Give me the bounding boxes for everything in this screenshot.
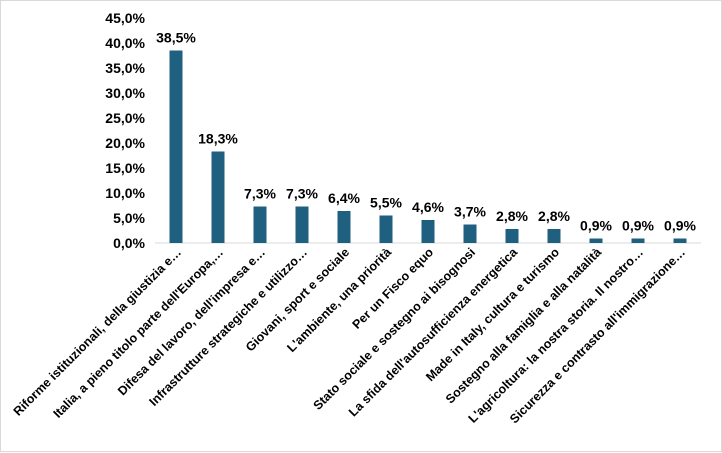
- y-tick-label: 20,0%: [105, 135, 145, 151]
- bar: [673, 238, 687, 243]
- bar: [463, 224, 477, 243]
- data-label: 2,8%: [496, 208, 528, 224]
- data-labels: 38,5% 18,3% 7,3% 7,3% 6,4% 5,5% 4,6% 3,7% 2,8% 2,…: [156, 30, 696, 234]
- bars: [169, 50, 687, 243]
- y-tick-label: 35,0%: [105, 60, 145, 76]
- data-label: 0,9%: [580, 218, 612, 234]
- data-label: 6,4%: [328, 190, 360, 206]
- bar: [169, 50, 183, 243]
- category-label: Infrastrutture strategiche e utilizzo…: [146, 245, 310, 409]
- data-label: 7,3%: [244, 186, 276, 202]
- y-tick-label: 45,0%: [105, 10, 145, 26]
- data-label: 38,5%: [156, 30, 196, 46]
- y-tick-label: 0,0%: [113, 235, 145, 251]
- bar: [211, 151, 225, 243]
- bar: [547, 229, 561, 243]
- data-label: 0,9%: [622, 218, 654, 234]
- bar: [379, 215, 393, 243]
- y-tick-label: 40,0%: [105, 35, 145, 51]
- category-label: Per un Fisco equo: [350, 245, 437, 332]
- data-label: 3,7%: [454, 204, 486, 220]
- bar: [421, 220, 435, 243]
- y-tick-label: 25,0%: [105, 110, 145, 126]
- bar: [337, 211, 351, 243]
- data-label: 18,3%: [198, 131, 238, 147]
- y-tick-label: 15,0%: [105, 160, 145, 176]
- bar: [253, 206, 267, 243]
- y-axis: 0,0% 5,0% 10,0% 15,0% 20,0% 25,0% 30,0% 35,0% 40…: [105, 10, 145, 251]
- bar: [589, 238, 603, 243]
- data-label: 5,5%: [370, 195, 402, 211]
- data-label: 4,6%: [412, 199, 444, 215]
- y-tick-label: 5,0%: [113, 210, 145, 226]
- category-label: Sostegno alla famiglia e alla natalità: [443, 245, 604, 406]
- y-tick-label: 30,0%: [105, 85, 145, 101]
- bar: [295, 206, 309, 243]
- category-label: Difesa del lavoro, dell'impresa e…: [115, 245, 268, 398]
- data-label: 2,8%: [538, 208, 570, 224]
- data-label: 0,9%: [664, 218, 696, 234]
- bar: [631, 238, 645, 243]
- category-labels: Riforme istituzionali, della giustizia e…: [11, 244, 688, 426]
- data-label: 7,3%: [286, 186, 318, 202]
- y-tick-label: 10,0%: [105, 185, 145, 201]
- bar: [505, 229, 519, 243]
- category-label: Italia, a pieno titolo parte dell'Europa…: [51, 245, 227, 421]
